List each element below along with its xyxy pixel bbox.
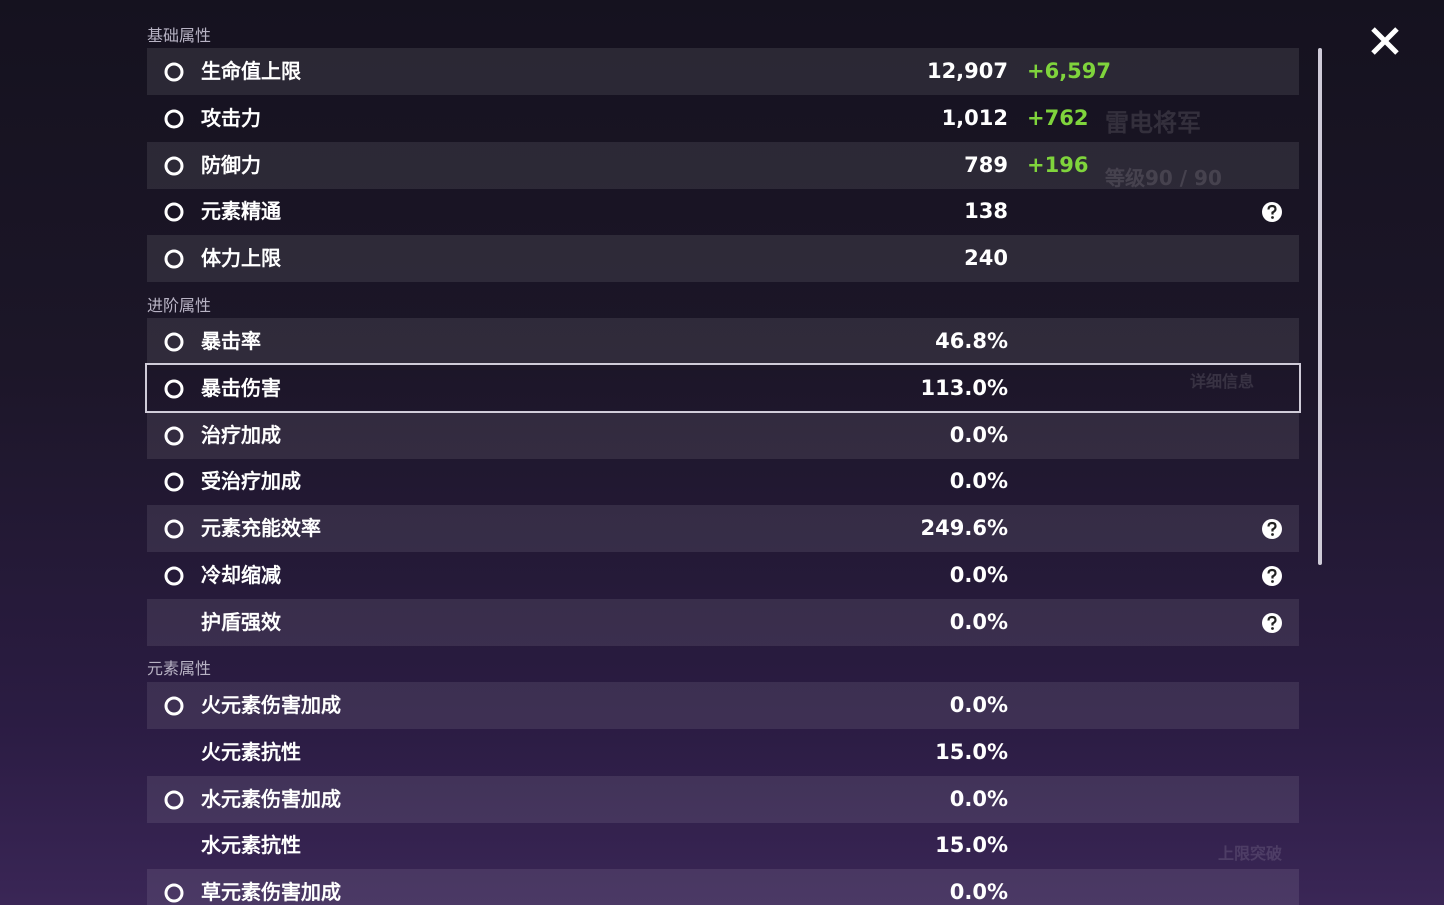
stat-label: 水元素伤害加成 <box>201 786 341 811</box>
close-icon <box>1371 27 1399 55</box>
help-icon[interactable] <box>1261 518 1283 540</box>
scrollbar[interactable] <box>1318 48 1322 565</box>
stat-row[interactable]: 冷却缩减 0.0% <box>147 552 1299 599</box>
stat-label: 防御力 <box>201 152 261 177</box>
stat-value: 0.0% <box>949 786 1008 811</box>
stat-label: 攻击力 <box>201 105 261 130</box>
stat-row[interactable]: 防御力 789 +196 <box>147 141 1299 189</box>
stat-icon <box>164 426 184 446</box>
stat-bonus: +196 <box>1027 152 1089 177</box>
stat-value: 46.8% <box>935 329 1008 353</box>
stat-label: 受治疗加成 <box>201 469 301 494</box>
stat-value: 0.0% <box>949 693 1008 717</box>
stat-icon <box>164 156 184 176</box>
stat-value: 0.0% <box>949 422 1008 447</box>
stat-label: 体力上限 <box>201 246 281 271</box>
stat-label: 草元素伤害加成 <box>201 880 341 905</box>
stat-row[interactable]: 体力上限 240 <box>147 235 1299 283</box>
stat-icon <box>164 109 184 129</box>
stat-label: 护盾强效 <box>201 609 281 634</box>
bg-level: 等级90 / 90 <box>1105 166 1222 190</box>
stat-icon <box>164 566 184 586</box>
stat-value: 138 <box>964 199 1008 224</box>
stat-bonus: +6,597 <box>1027 59 1112 83</box>
stat-value: 0.0% <box>949 563 1008 587</box>
stat-row[interactable]: 火元素抗性 15.0% <box>147 729 1299 776</box>
stat-value: 240 <box>964 246 1008 271</box>
stat-row[interactable]: 攻击力 1,012 +762 <box>147 95 1299 142</box>
stat-row[interactable]: 水元素抗性 15.0% <box>147 822 1299 869</box>
stat-icon <box>164 696 184 716</box>
stat-icon <box>164 62 184 82</box>
close-button[interactable] <box>1368 24 1402 58</box>
stat-value: 0.0% <box>949 469 1008 494</box>
stat-label: 元素充能效率 <box>201 516 321 541</box>
stat-label: 水元素抗性 <box>201 833 301 858</box>
section-title: 元素属性 <box>147 659 212 678</box>
stat-value: 0.0% <box>949 609 1008 634</box>
stat-value: 113.0% <box>920 375 1008 400</box>
stat-value: 15.0% <box>935 833 1008 858</box>
stat-row[interactable]: 火元素伤害加成 0.0% <box>147 682 1299 729</box>
section-title: 基础属性 <box>147 26 212 45</box>
stat-icon <box>164 202 184 222</box>
bg-ascend: 上限突破 <box>1218 844 1283 863</box>
stat-value: 249.6% <box>920 516 1008 541</box>
stat-value: 15.0% <box>935 739 1008 764</box>
stat-label: 暴击伤害 <box>201 375 281 400</box>
stat-row[interactable]: 元素精通 138 <box>147 188 1299 235</box>
stat-value: 12,907 <box>926 59 1008 83</box>
stat-row[interactable]: 暴击率 46.8% <box>147 318 1299 365</box>
stat-row[interactable]: 水元素伤害加成 0.0% <box>147 775 1299 823</box>
stat-row[interactable]: 暴击伤害 113.0% <box>145 362 1301 413</box>
stat-row[interactable]: 生命值上限 12,907 +6,597 <box>147 48 1299 95</box>
stat-icon <box>164 883 184 903</box>
bg-details: 详细信息 <box>1190 372 1255 391</box>
stat-label: 元素精通 <box>201 199 281 224</box>
stat-row[interactable]: 元素充能效率 249.6% <box>147 505 1299 553</box>
stat-label: 生命值上限 <box>201 59 301 83</box>
stat-row[interactable]: 治疗加成 0.0% <box>147 411 1299 459</box>
help-icon[interactable] <box>1261 565 1283 587</box>
stat-icon <box>164 472 184 492</box>
stat-label: 火元素伤害加成 <box>201 693 341 717</box>
bg-name: 雷电将军 <box>1105 109 1201 137</box>
stat-icon <box>164 790 184 810</box>
stat-bonus: +762 <box>1027 105 1089 130</box>
help-icon[interactable] <box>1261 612 1283 634</box>
help-icon[interactable] <box>1261 201 1283 223</box>
stat-icon <box>164 519 184 539</box>
stat-value: 789 <box>964 152 1008 177</box>
stat-label: 暴击率 <box>201 329 261 353</box>
stat-value: 0.0% <box>949 880 1008 905</box>
stat-icon <box>164 249 184 269</box>
stat-row[interactable]: 护盾强效 0.0% <box>147 598 1299 646</box>
stat-row[interactable]: 草元素伤害加成 0.0% <box>147 869 1299 905</box>
stat-label: 冷却缩减 <box>201 563 281 587</box>
section-title: 进阶属性 <box>147 296 212 315</box>
stat-value: 1,012 <box>941 105 1008 130</box>
stat-icon <box>164 332 184 352</box>
stat-row[interactable]: 受治疗加成 0.0% <box>147 458 1299 505</box>
stat-icon <box>164 379 184 399</box>
stat-label: 火元素抗性 <box>201 739 301 764</box>
stat-label: 治疗加成 <box>201 422 281 447</box>
